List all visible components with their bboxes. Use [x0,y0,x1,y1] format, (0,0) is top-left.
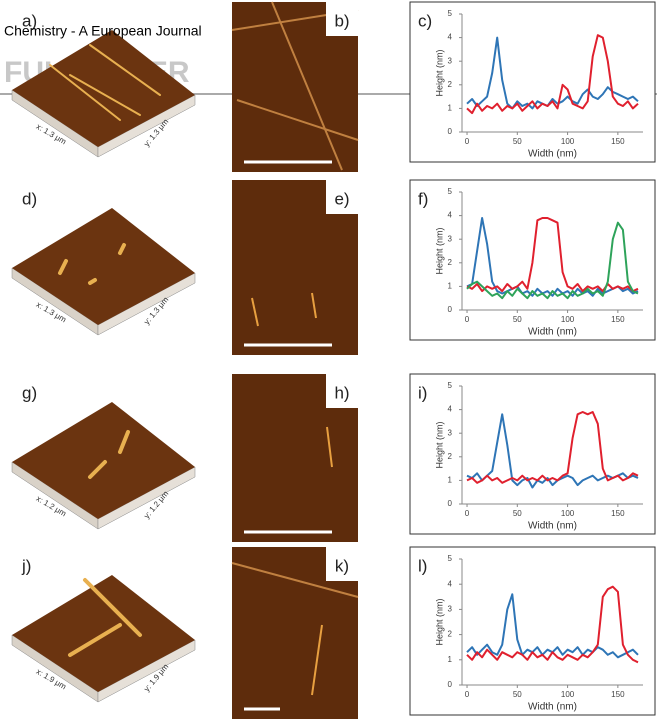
x-axis-label: Width (nm) [528,521,577,532]
x-tick-label: 100 [561,315,575,324]
x-tick-label: 150 [611,509,625,518]
x-tick-label: 0 [465,137,470,146]
y-tick-label: 0 [448,499,453,508]
panel-label: d) [22,189,37,208]
y-tick-label: 1 [448,282,453,291]
panel-label: h) [334,383,349,402]
y-tick-label: 3 [448,234,453,243]
panel-label: g) [22,383,37,402]
x-tick-label: 50 [513,315,522,324]
y-tick-label: 2 [448,452,453,461]
chart-title: i) [418,383,427,402]
y-tick-label: 0 [448,680,453,689]
y-tick-label: 3 [448,428,453,437]
y-tick-label: 0 [448,305,453,314]
x-tick-label: 100 [561,137,575,146]
y-tick-label: 5 [448,381,453,390]
panel-label: e) [334,189,349,208]
chart-title: f) [418,189,428,208]
figure: FULL PAPER x: 1.3 μmy: 1.3 μma)b)x: 1.3 … [0,0,657,721]
afm-feature [90,280,95,283]
x-tick-label: 50 [513,690,522,699]
y-tick-label: 4 [448,33,453,42]
x-tick-label: 0 [465,690,470,699]
y-tick-label: 5 [448,554,453,563]
x-tick-label: 100 [561,509,575,518]
x-tick-label: 100 [561,690,575,699]
x-axis-label: Width (nm) [528,149,577,160]
y-tick-label: 4 [448,405,453,414]
y-axis-label: Height (nm) [434,49,444,96]
chart-title: l) [418,556,427,575]
x-tick-label: 150 [611,315,625,324]
x-axis-label: Width (nm) [528,702,577,713]
y-tick-label: 1 [448,476,453,485]
y-tick-label: 2 [448,258,453,267]
y-tick-label: 3 [448,56,453,65]
y-tick-label: 2 [448,80,453,89]
y-tick-label: 5 [448,9,453,18]
y-tick-label: 4 [448,579,453,588]
y-tick-label: 0 [448,127,453,136]
y-tick-label: 1 [448,655,453,664]
panel-label: j) [21,556,31,575]
x-tick-label: 0 [465,509,470,518]
x-tick-label: 50 [513,137,522,146]
journal-title: Chemistry - A European Journal [4,23,202,39]
panel-label: k) [335,556,349,575]
y-tick-label: 3 [448,605,453,614]
x-tick-label: 50 [513,509,522,518]
y-tick-label: 1 [448,104,453,113]
panel-label: b) [334,11,349,30]
y-tick-label: 4 [448,211,453,220]
y-axis-label: Height (nm) [434,598,444,645]
y-tick-label: 2 [448,630,453,639]
x-tick-label: 150 [611,137,625,146]
x-axis-label: Width (nm) [528,327,577,338]
chart-title: c) [418,11,432,30]
x-tick-label: 0 [465,315,470,324]
y-tick-label: 5 [448,187,453,196]
y-axis-label: Height (nm) [434,421,444,468]
x-tick-label: 150 [611,690,625,699]
y-axis-label: Height (nm) [434,227,444,274]
